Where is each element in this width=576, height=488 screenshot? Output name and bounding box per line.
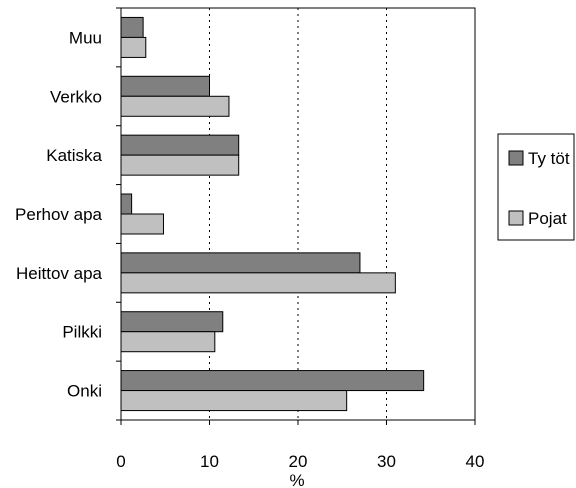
x-tick-label: 10 — [200, 452, 219, 471]
bars — [120, 16, 425, 412]
category-label: Perhov apa — [15, 205, 102, 224]
x-tick-label: 20 — [289, 452, 308, 471]
x-tick-label: 30 — [377, 452, 396, 471]
legend-label: Ty töt — [528, 149, 570, 168]
category-label: Muu — [69, 28, 102, 47]
bar-tytot — [120, 311, 224, 333]
bar-pojat — [120, 95, 230, 117]
category-label: Onki — [67, 382, 102, 401]
bar-tytot — [120, 134, 240, 156]
bar-tytot — [120, 193, 133, 215]
bar-pojat — [120, 213, 164, 235]
legend-swatch-tytot — [508, 150, 524, 166]
bar-pojat — [120, 331, 216, 353]
x-axis-title: % — [289, 471, 304, 488]
bar-tytot — [120, 252, 361, 274]
bar-pojat — [120, 154, 240, 176]
category-label: Verkko — [50, 87, 102, 106]
legend-swatch-pojat — [508, 210, 524, 226]
x-tick-label: 0 — [116, 452, 125, 471]
bar-pojat — [120, 390, 348, 412]
bar-tytot — [120, 370, 425, 392]
x-axis: 0 10 20 30 40 — [116, 420, 484, 471]
bar-tytot — [120, 75, 210, 97]
category-label: Heittov apa — [16, 264, 103, 283]
bar-tytot — [120, 16, 144, 38]
legend: Ty töt Pojat — [497, 133, 575, 241]
y-axis: Muu Verkko Katiska Perhov apa Heittov apa Pil… — [15, 7, 121, 421]
category-label: Pilkki — [62, 323, 102, 342]
bar-pojat — [120, 272, 396, 294]
x-tick-label: 40 — [466, 452, 485, 471]
bar-pojat — [120, 36, 147, 58]
category-label: Katiska — [46, 146, 102, 165]
legend-label: Pojat — [528, 209, 567, 228]
